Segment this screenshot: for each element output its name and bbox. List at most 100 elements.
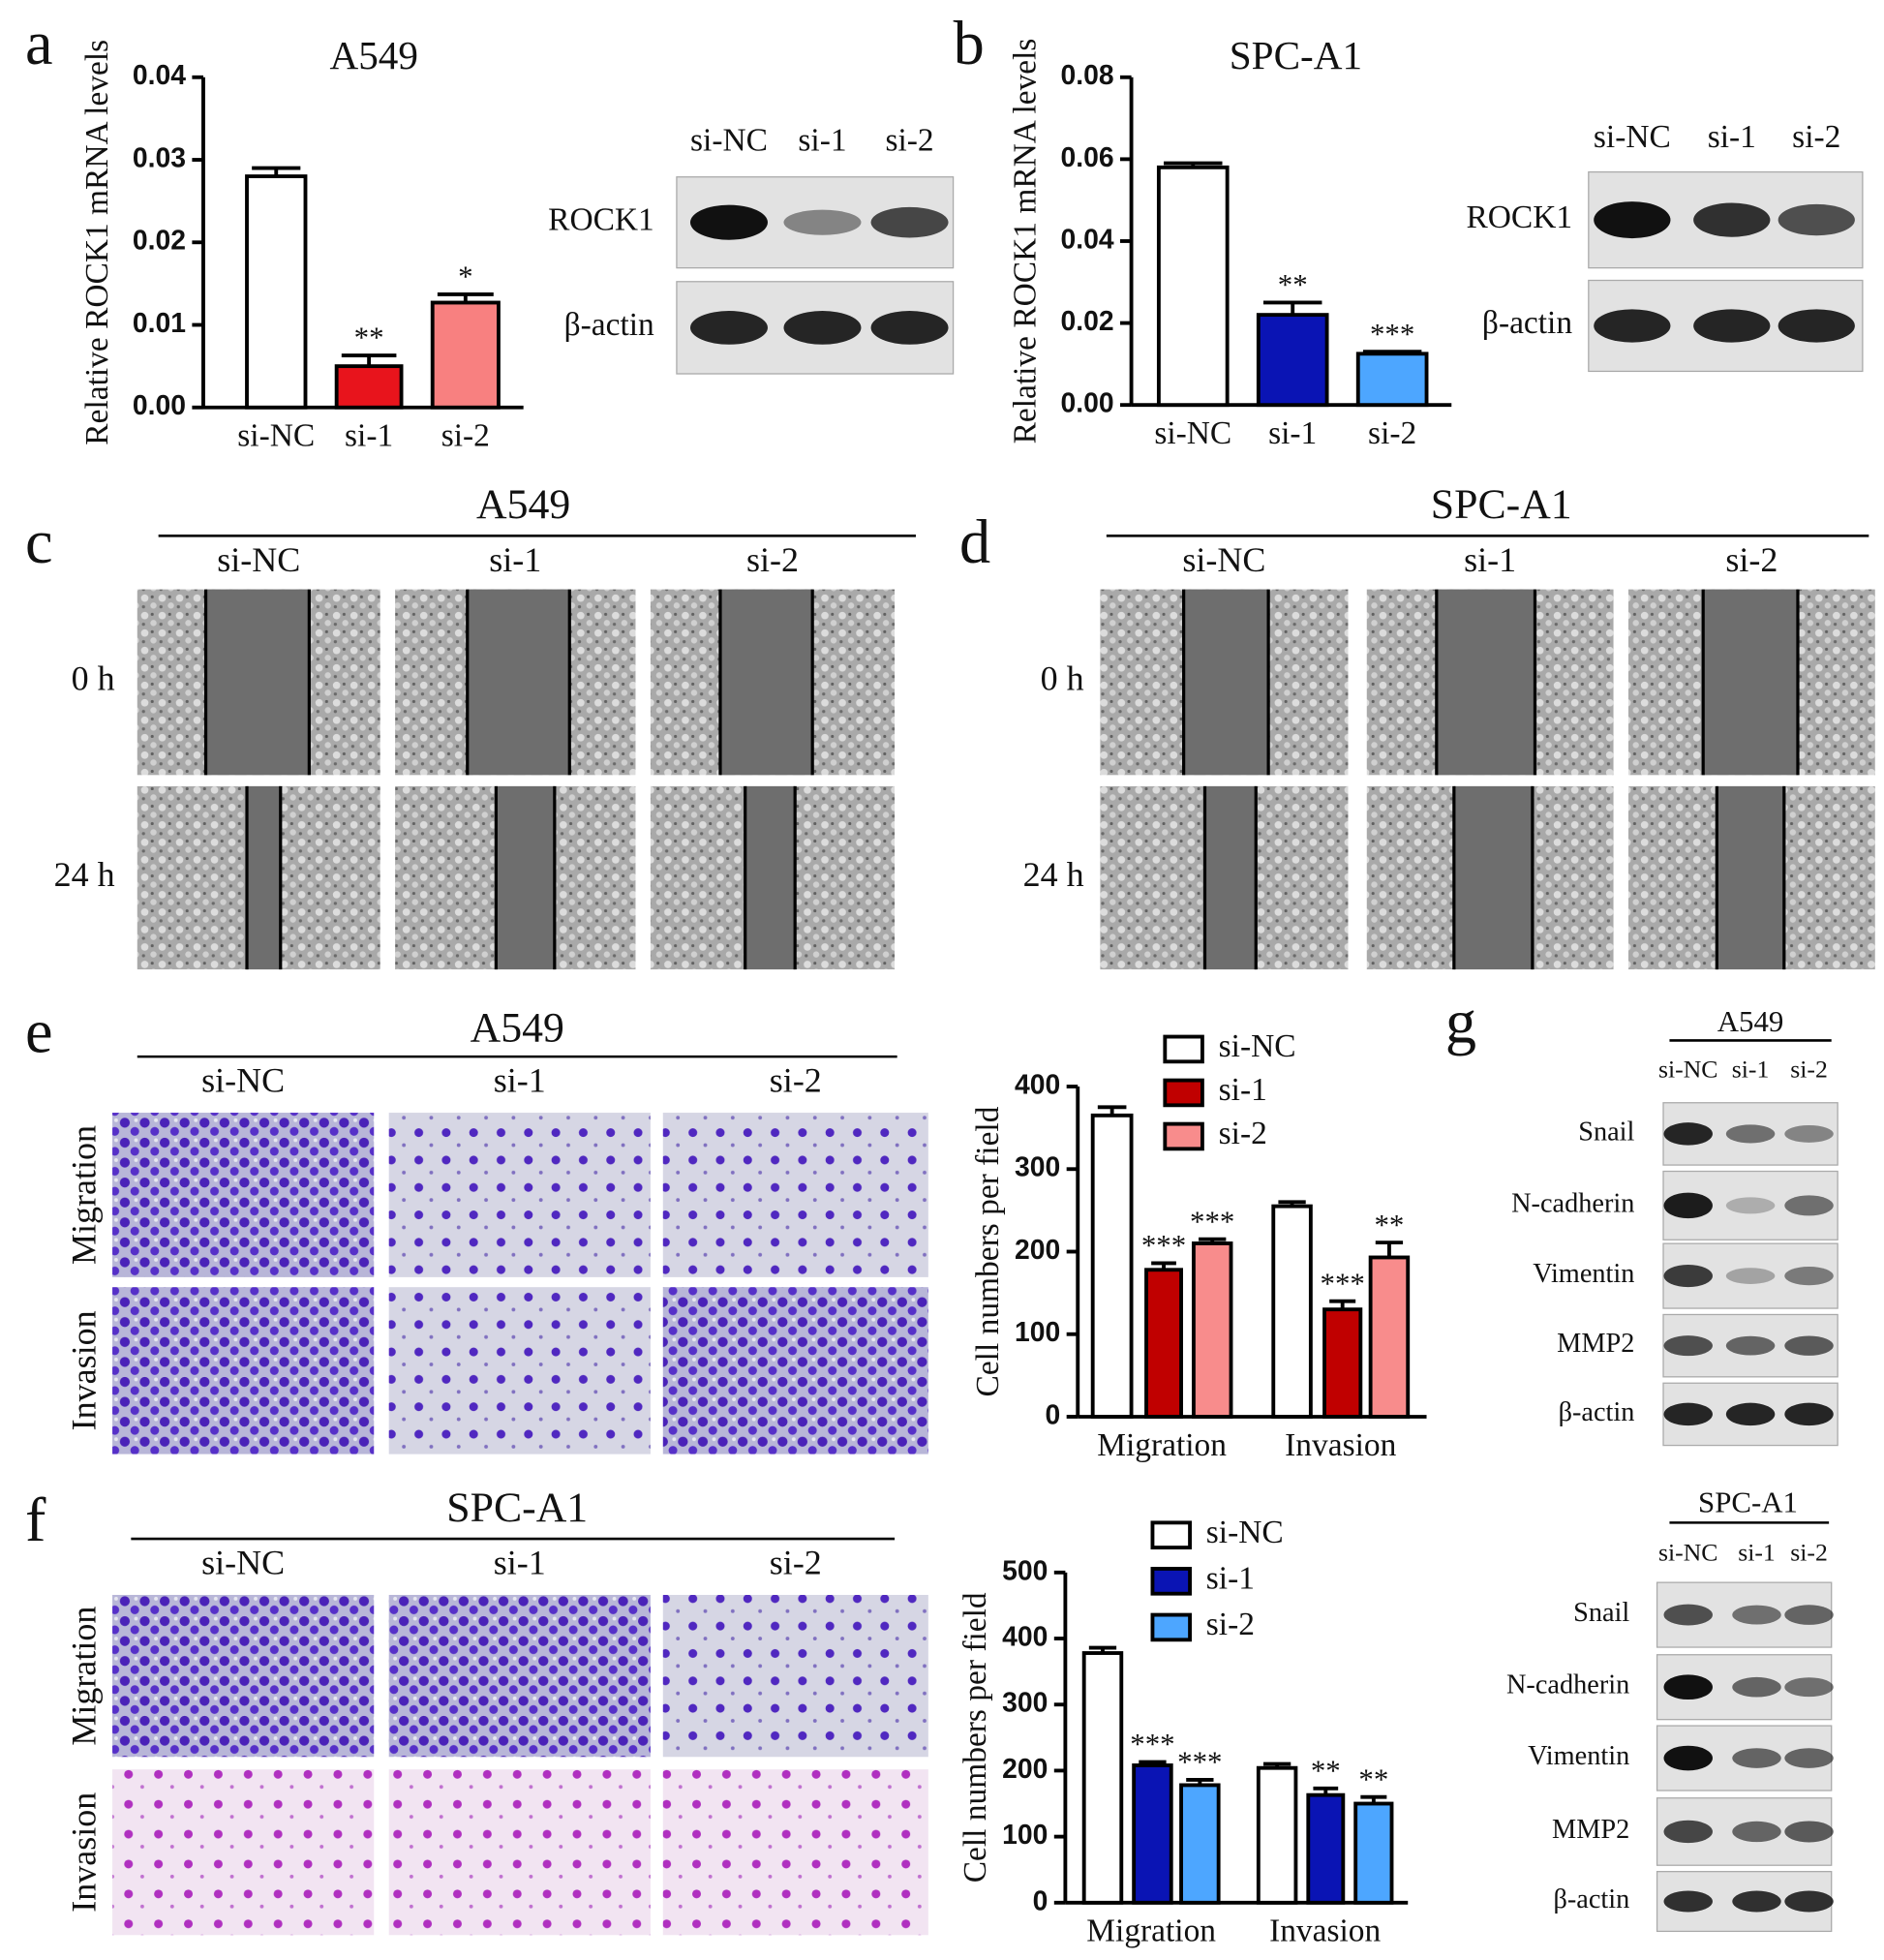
blot-row-label: MMP2 [1552, 1815, 1629, 1845]
blot-lane-label: si-NC [1658, 1055, 1717, 1083]
blot-row-label: N-cadherin [1511, 1188, 1634, 1218]
panel-label: c [25, 507, 53, 576]
blot-row-label: ROCK1 [548, 201, 654, 237]
y-tick-label: 0.03 [133, 141, 186, 172]
blot-lane-label: si-1 [1738, 1539, 1776, 1567]
wound-gap [1436, 589, 1535, 776]
bar [1156, 165, 1230, 408]
y-axis-label: Relative ROCK1 mRNA levels [79, 40, 115, 445]
y-tick-label: 400 [1015, 1068, 1060, 1099]
blot-band [1725, 1268, 1776, 1284]
significance: *** [1370, 317, 1414, 351]
y-axis-label: Cell numbers per field [957, 1592, 993, 1883]
significance: ** [1311, 1753, 1341, 1787]
wound-gap [1453, 785, 1533, 970]
panel-label: d [959, 507, 990, 576]
x-tick-label: si-2 [441, 418, 490, 454]
bar [1353, 1801, 1394, 1905]
micrograph [112, 1769, 375, 1936]
assay-column-label: si-NC [201, 1061, 285, 1100]
blot-band [1725, 1335, 1776, 1356]
bar [1132, 1763, 1173, 1905]
blot-lane-label: si-NC [1594, 119, 1671, 155]
bar [1256, 1765, 1298, 1905]
blot-band [1784, 1677, 1834, 1698]
assay-column-label: si-2 [1725, 540, 1778, 579]
legend-label: si-NC [1219, 1028, 1296, 1064]
blot-lane-label: si-NC [1658, 1539, 1717, 1567]
blot-row-label: ROCK1 [1466, 199, 1572, 235]
blot-band [1663, 1820, 1713, 1844]
legend-label: si-2 [1219, 1116, 1267, 1151]
blot-row-label: β-actin [1553, 1884, 1629, 1914]
y-tick-label: 200 [1002, 1753, 1048, 1784]
blot-band [1725, 1197, 1776, 1214]
micrograph [662, 1287, 928, 1455]
bar [245, 174, 308, 410]
wound-gap [1204, 785, 1257, 970]
x-tick-label: si-1 [1268, 415, 1317, 451]
wound-gap [247, 785, 281, 970]
assay-row-label: Migration [65, 1607, 104, 1746]
blot-band [1778, 203, 1855, 236]
blot-band [1784, 1335, 1834, 1356]
assay-title: A549 [476, 481, 570, 528]
bar [1271, 1204, 1313, 1419]
bar [1256, 313, 1329, 408]
x-tick-label: Migration [1097, 1427, 1227, 1463]
micrograph [662, 1113, 928, 1277]
blot-band [1663, 1674, 1713, 1700]
x-tick-label: Migration [1086, 1914, 1216, 1949]
blot-row-label: Snail [1578, 1117, 1634, 1147]
panel-label: b [954, 9, 985, 77]
significance: ** [354, 321, 384, 354]
y-tick-label: 0.08 [1060, 59, 1113, 90]
blot-band [1725, 1124, 1776, 1144]
y-tick-label: 0.02 [133, 225, 186, 256]
x-tick-label: Invasion [1285, 1427, 1396, 1463]
blot-band [1784, 1890, 1834, 1913]
assay-column-label: si-NC [201, 1544, 285, 1582]
wound-gap [1183, 589, 1269, 776]
y-tick-label: 0.02 [1060, 305, 1113, 336]
panel-label: a [25, 9, 53, 77]
assay-column-label: si-2 [746, 540, 799, 579]
y-tick-label: 300 [1015, 1151, 1060, 1182]
wound-gap [205, 589, 310, 776]
blot-lane-label: si-2 [1792, 119, 1840, 155]
legend-swatch [1150, 1567, 1192, 1596]
bar [1322, 1307, 1363, 1419]
wound-gap [719, 589, 813, 776]
micrograph [388, 1113, 651, 1277]
assay-column-label: si-2 [770, 1061, 822, 1100]
blot-row-label: MMP2 [1557, 1329, 1634, 1359]
legend-swatch [1150, 1612, 1192, 1642]
legend-label: si-2 [1206, 1607, 1255, 1642]
blot-lane-label: si-2 [1790, 1055, 1828, 1083]
blot-row-label: β-actin [1482, 305, 1572, 341]
y-tick-label: 0.00 [1060, 387, 1113, 418]
blot-lane-label: si-1 [798, 123, 846, 159]
assay-column-label: si-2 [770, 1544, 822, 1582]
y-tick-label: 200 [1015, 1234, 1060, 1265]
assay-row-label: 0 h [1041, 659, 1084, 698]
blot-band [1663, 1335, 1713, 1357]
assay-title: SPC-A1 [1431, 481, 1572, 528]
blot-band [1784, 1195, 1834, 1216]
blot-band [1732, 1821, 1781, 1843]
assay-row-label: Invasion [65, 1792, 104, 1913]
assay-title: SPC-A1 [446, 1485, 588, 1531]
blot-band [1784, 1821, 1834, 1843]
micrograph [112, 1594, 375, 1758]
assay-row-label: Migration [65, 1125, 104, 1265]
blot-lane-label: si-NC [690, 123, 768, 159]
y-tick-label: 100 [1002, 1819, 1048, 1850]
significance: *** [1190, 1204, 1234, 1238]
bar [1355, 352, 1429, 408]
y-tick-label: 300 [1002, 1687, 1048, 1718]
y-tick-label: 0.06 [1060, 141, 1113, 172]
legend-swatch [1163, 1078, 1204, 1108]
y-axis-label: Relative ROCK1 mRNA levels [1007, 39, 1043, 444]
